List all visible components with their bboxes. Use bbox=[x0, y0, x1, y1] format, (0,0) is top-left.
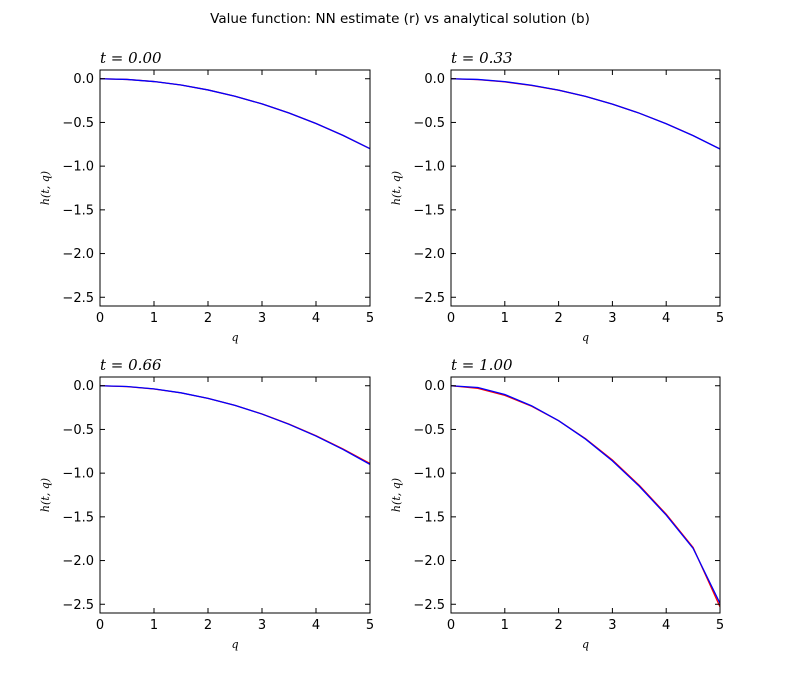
x-tick-label: 1 bbox=[501, 311, 509, 326]
y-tick-label: −1.5 bbox=[413, 203, 445, 218]
series-line-nn-estimate bbox=[451, 78, 720, 150]
y-tick-label: −1.5 bbox=[62, 510, 94, 525]
x-tick-label: 0 bbox=[447, 618, 455, 633]
series-line-analytical bbox=[100, 385, 370, 465]
y-axis-label: h(t, q) bbox=[39, 171, 52, 205]
x-tick-label: 5 bbox=[366, 311, 374, 326]
y-tick-label: −0.5 bbox=[62, 116, 94, 131]
x-tick-label: 2 bbox=[204, 618, 212, 633]
x-tick-label: 4 bbox=[312, 311, 320, 326]
y-tick-label: −2.5 bbox=[413, 291, 445, 306]
y-tick-label: 0.0 bbox=[73, 379, 94, 394]
y-tick-label: −2.0 bbox=[413, 247, 445, 262]
y-tick-label: −1.5 bbox=[413, 510, 445, 525]
y-tick-label: −2.5 bbox=[62, 598, 94, 613]
x-tick-label: 1 bbox=[150, 311, 158, 326]
x-axis-label: q bbox=[582, 331, 589, 344]
x-tick-label: 3 bbox=[608, 311, 616, 326]
x-tick-label: 4 bbox=[312, 618, 320, 633]
x-tick-label: 5 bbox=[366, 618, 374, 633]
y-tick-label: −2.0 bbox=[413, 554, 445, 569]
subplot-title: t = 0.00 bbox=[100, 49, 162, 67]
series-line-analytical bbox=[100, 78, 370, 150]
subplot-title: t = 0.33 bbox=[451, 49, 513, 67]
axes-frame bbox=[99, 69, 371, 307]
subplot-1: t = 0.00 0 1 2 3 4 5 0.0 −0.5 −1.0 −1.5 −2.0 −2.5 q h(… bbox=[39, 49, 374, 344]
subplot-title: t = 1.00 bbox=[451, 356, 513, 374]
y-tick-label: −1.0 bbox=[413, 160, 445, 175]
series-line-analytical bbox=[451, 78, 720, 150]
x-tick-label: 2 bbox=[554, 311, 562, 326]
y-axis-label: h(t, q) bbox=[39, 478, 52, 512]
y-tick-label: −1.5 bbox=[62, 203, 94, 218]
y-axis-label: h(t, q) bbox=[390, 478, 403, 512]
x-tick-label: 3 bbox=[258, 311, 266, 326]
x-tick-label: 0 bbox=[447, 311, 455, 326]
x-tick-label: 1 bbox=[150, 618, 158, 633]
series-line-analytical bbox=[451, 385, 720, 604]
x-tick-label: 3 bbox=[608, 618, 616, 633]
x-tick-label: 3 bbox=[258, 618, 266, 633]
y-tick-label: 0.0 bbox=[424, 379, 445, 394]
axes-frame bbox=[450, 69, 721, 307]
x-tick-label: 5 bbox=[716, 618, 724, 633]
y-tick-label: 0.0 bbox=[73, 72, 94, 87]
figure-title: Value function: NN estimate (r) vs analy… bbox=[210, 11, 590, 27]
series-line-nn-estimate bbox=[100, 385, 370, 465]
x-tick-label: 2 bbox=[554, 618, 562, 633]
y-tick-label: −2.0 bbox=[62, 247, 94, 262]
x-tick-label: 5 bbox=[716, 311, 724, 326]
subplot-4: t = 1.00 0 1 2 3 4 5 0.0 −0.5 −1.0 −1.5 −2.0 −2.5 q h(… bbox=[390, 356, 724, 651]
x-tick-label: 4 bbox=[662, 618, 670, 633]
x-tick-label: 0 bbox=[96, 618, 104, 633]
x-tick-label: 4 bbox=[662, 311, 670, 326]
y-tick-label: −1.0 bbox=[62, 467, 94, 482]
y-tick-label: −0.5 bbox=[62, 423, 94, 438]
subplot-3: t = 0.66 0 1 2 3 4 5 0.0 −0.5 −1.0 −1.5 −2.0 −2.5 q h(… bbox=[39, 356, 374, 651]
y-tick-label: −2.5 bbox=[62, 291, 94, 306]
subplot-title: t = 0.66 bbox=[100, 356, 162, 374]
subplot-2: t = 0.33 0 1 2 3 4 5 0.0 −0.5 −1.0 −1.5 −2.0 −2.5 q h(… bbox=[390, 49, 724, 344]
y-tick-label: −0.5 bbox=[413, 423, 445, 438]
y-tick-label: −2.5 bbox=[413, 598, 445, 613]
y-tick-label: −1.0 bbox=[62, 160, 94, 175]
x-axis-label: q bbox=[231, 331, 238, 344]
x-tick-label: 2 bbox=[204, 311, 212, 326]
y-tick-label: −0.5 bbox=[413, 116, 445, 131]
y-tick-label: −2.0 bbox=[62, 554, 94, 569]
axes-frame bbox=[450, 376, 721, 614]
x-tick-label: 0 bbox=[96, 311, 104, 326]
series-line-nn-estimate bbox=[451, 385, 720, 608]
y-axis-label: h(t, q) bbox=[390, 171, 403, 205]
y-tick-label: −1.0 bbox=[413, 467, 445, 482]
axes-frame bbox=[99, 376, 371, 614]
x-axis-label: q bbox=[582, 638, 589, 651]
series-line-nn-estimate bbox=[100, 78, 370, 150]
x-axis-label: q bbox=[231, 638, 238, 651]
y-tick-label: 0.0 bbox=[424, 72, 445, 87]
x-tick-label: 1 bbox=[501, 618, 509, 633]
